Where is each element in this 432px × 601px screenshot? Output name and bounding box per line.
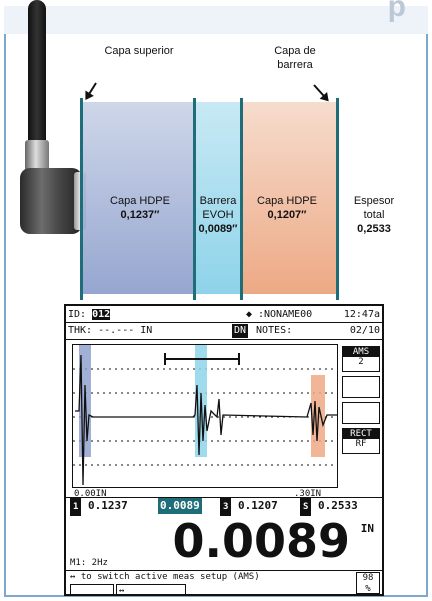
waveform-svg: [73, 345, 337, 486]
thk-label: THK:: [68, 325, 93, 336]
dn-badge: DN: [232, 324, 249, 338]
rect-label: RECT: [343, 429, 379, 439]
hdpe1-title: Capa HDPE: [110, 195, 170, 207]
id-label: ID:: [68, 309, 87, 320]
capa-barrera-label: Capa de barrera: [274, 45, 316, 71]
battery-value: 98: [362, 573, 374, 583]
notes-count: 02/10: [349, 325, 380, 336]
meas1-index: 1: [70, 498, 82, 516]
empty-slot-1[interactable]: [342, 376, 380, 398]
probe-icon: [20, 168, 82, 234]
battery-unit: %: [365, 584, 371, 594]
header-row: ID: 012 ◆ :NONAME00 12:47a: [68, 308, 380, 322]
waveform-display: [72, 344, 338, 488]
rect-rf-box[interactable]: RECT RF: [342, 428, 380, 454]
capa-superior-label: Capa superior: [104, 45, 174, 57]
hdpe2-value: 0,1207″: [267, 209, 307, 221]
boundary-line-2: [193, 98, 196, 300]
hdpe1-value: 0,1237″: [120, 209, 160, 221]
meas-1: 1 0.1237: [70, 498, 128, 516]
headline-fragment: p: [387, 0, 406, 23]
probe-connector: [25, 140, 49, 172]
subheader-row: THK: --.--- IN DN NOTES: 02/10: [68, 324, 380, 338]
top-band: [4, 6, 428, 34]
empty-slot-2[interactable]: [342, 402, 380, 424]
meas3-value: 0.1207: [238, 499, 278, 512]
axis-left: 0.00IN: [74, 489, 107, 499]
id-value: 012: [92, 309, 111, 320]
help-text: ↔ to switch active meas setup (AMS): [70, 572, 260, 582]
meas-s-value: 0.2533: [318, 499, 358, 512]
evoh-barrier-band: [196, 102, 240, 294]
evoh-label: Barrera EVOH 0,0089″: [196, 194, 240, 236]
file-icon: ◆: [246, 309, 253, 320]
ams-value: 2: [358, 357, 364, 367]
hdpe-layer-1-band: [82, 102, 193, 294]
boundary-line-3: [240, 98, 243, 300]
ams-label: AMS: [343, 347, 379, 357]
thk-value: --.--- IN: [98, 325, 153, 336]
boundary-line-1: [80, 98, 83, 300]
total-label: Espesor total 0,2533: [344, 194, 404, 236]
notes-label: NOTES:: [256, 325, 293, 336]
meas-s: S 0.2533: [300, 498, 358, 516]
boundary-line-4: [336, 98, 339, 300]
meas-3: 3 0.1207: [220, 498, 278, 516]
rf-label: RF: [355, 439, 367, 449]
battery-indicator: 98 %: [356, 572, 380, 594]
main-unit: IN: [360, 522, 374, 535]
hdpe-layer-2-band: [243, 102, 336, 294]
help-box-left: [70, 584, 114, 596]
ams-box[interactable]: AMS 2: [342, 346, 380, 372]
file-name: :NONAME00: [258, 309, 313, 320]
main-value: 0.0089: [172, 514, 350, 568]
total-value: 0,2533: [357, 223, 391, 235]
meas-2: 0.0089: [158, 498, 202, 514]
hdpe2-title: Capa HDPE: [257, 195, 317, 207]
evoh-value: 0,0089″: [198, 223, 238, 235]
gauge-screen: ID: 012 ◆ :NONAME00 12:47a THK: --.--- I…: [64, 304, 384, 596]
axis-right: .30IN: [294, 489, 322, 499]
hdpe2-label: Capa HDPE 0,1207″: [255, 194, 319, 222]
hdpe1-label: Capa HDPE 0,1237″: [110, 194, 170, 222]
evoh-title: Barrera EVOH: [199, 195, 237, 221]
meas1-value: 0.1237: [88, 499, 128, 512]
total-title: Espesor total: [353, 195, 395, 221]
probe-cable: [28, 0, 46, 160]
mode-text: M1: 2Hz: [70, 558, 108, 568]
clock: 12:47a: [343, 309, 380, 320]
help-box-right: ↔: [116, 584, 186, 596]
